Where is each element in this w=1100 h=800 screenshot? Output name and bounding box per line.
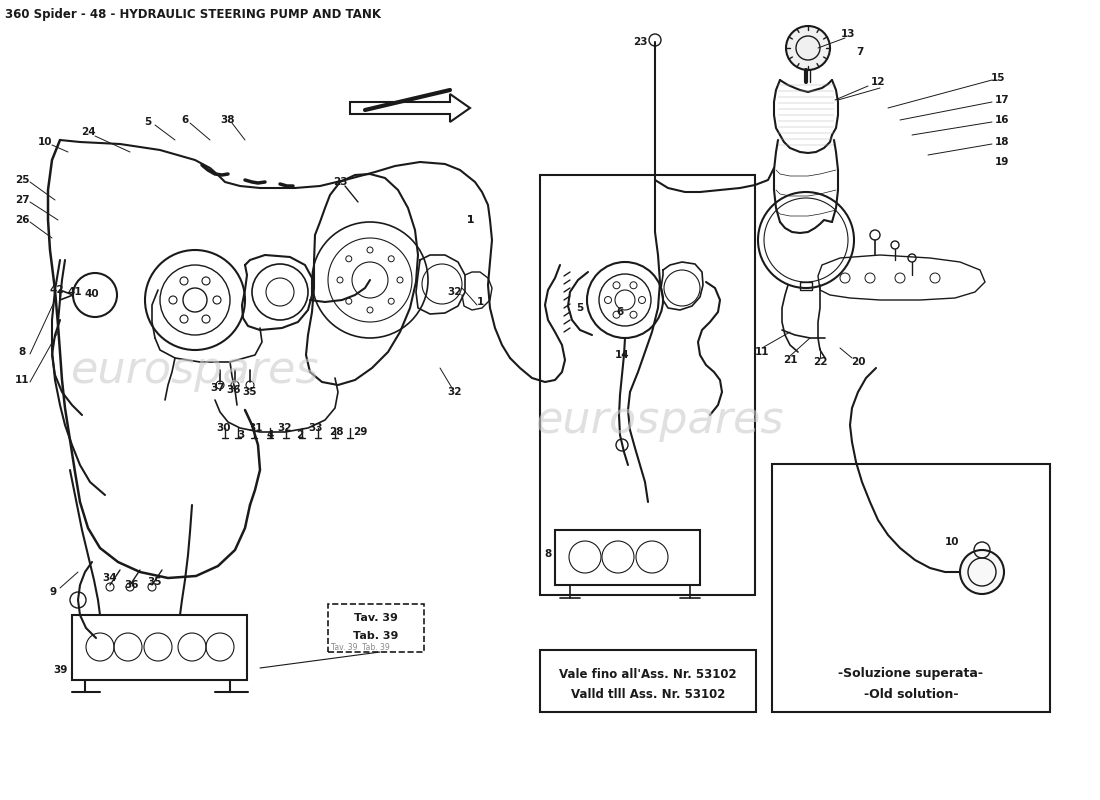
Text: 14: 14 (615, 350, 629, 360)
Text: 4: 4 (266, 430, 274, 440)
Text: 42: 42 (50, 285, 64, 295)
Text: 26: 26 (14, 215, 30, 225)
Text: 39: 39 (53, 665, 67, 675)
Text: 37: 37 (211, 383, 226, 393)
Text: 12: 12 (871, 77, 886, 87)
Bar (772, 464, 1050, 712)
Text: 11: 11 (14, 375, 30, 385)
Text: 13: 13 (840, 29, 856, 39)
Text: 32: 32 (448, 287, 462, 297)
Text: Valld tlll Ass. Nr. 53102: Valld tlll Ass. Nr. 53102 (571, 687, 725, 701)
Polygon shape (350, 94, 470, 122)
Text: 23: 23 (332, 177, 348, 187)
Bar (540, 650, 756, 712)
Text: 36: 36 (227, 385, 241, 395)
Text: 36: 36 (124, 580, 140, 590)
Text: 3: 3 (238, 430, 244, 440)
Text: 38: 38 (221, 115, 235, 125)
Text: 28: 28 (329, 427, 343, 437)
Text: 6: 6 (616, 307, 624, 317)
Text: 21: 21 (783, 355, 798, 365)
Text: 7: 7 (856, 47, 864, 57)
Text: 32: 32 (448, 387, 462, 397)
Text: 17: 17 (994, 95, 1010, 105)
Bar (556, 530, 700, 585)
Text: eurospares: eurospares (70, 349, 319, 391)
Text: 23: 23 (632, 37, 647, 47)
Text: Tab. 39: Tab. 39 (353, 631, 398, 641)
Text: 25: 25 (14, 175, 30, 185)
Text: 34: 34 (102, 573, 118, 583)
Text: 8: 8 (19, 347, 25, 357)
Text: 6: 6 (182, 115, 188, 125)
Text: 40: 40 (85, 289, 99, 299)
Text: 1: 1 (466, 215, 474, 225)
Text: 5: 5 (144, 117, 152, 127)
Text: -Soluzione superata-: -Soluzione superata- (838, 667, 983, 681)
Circle shape (786, 26, 830, 70)
Bar (540, 175, 755, 595)
Bar (72, 615, 248, 680)
Text: 31: 31 (249, 423, 263, 433)
Text: Vale fino all'Ass. Nr. 53102: Vale fino all'Ass. Nr. 53102 (559, 667, 737, 681)
Text: 360 Spider - 48 - HYDRAULIC STEERING PUMP AND TANK: 360 Spider - 48 - HYDRAULIC STEERING PUM… (6, 8, 381, 21)
Text: 29: 29 (353, 427, 367, 437)
Text: 33: 33 (309, 423, 323, 433)
Text: 5: 5 (576, 303, 584, 313)
Text: 30: 30 (217, 423, 231, 433)
Circle shape (960, 550, 1004, 594)
Text: Tav. 39: Tav. 39 (354, 613, 398, 623)
Text: 16: 16 (994, 115, 1010, 125)
Text: 32: 32 (277, 423, 293, 433)
Text: 10: 10 (37, 137, 53, 147)
Text: 9: 9 (50, 587, 56, 597)
Text: 35: 35 (243, 387, 257, 397)
Text: 1: 1 (476, 297, 484, 307)
Text: 35: 35 (147, 577, 163, 587)
Text: 22: 22 (813, 357, 827, 367)
Text: 8: 8 (544, 549, 551, 559)
Bar (800, 282, 812, 290)
Text: Tav. 39  Tab. 39: Tav. 39 Tab. 39 (331, 643, 389, 653)
Text: 1: 1 (466, 215, 474, 225)
Text: 41: 41 (68, 287, 82, 297)
Text: 24: 24 (80, 127, 96, 137)
Text: 10: 10 (945, 537, 959, 547)
Text: 2: 2 (296, 430, 304, 440)
Text: 20: 20 (850, 357, 866, 367)
Text: 11: 11 (755, 347, 769, 357)
Bar (328, 604, 424, 652)
Text: -Old solution-: -Old solution- (864, 687, 958, 701)
Text: eurospares: eurospares (536, 398, 784, 442)
Text: 19: 19 (994, 157, 1009, 167)
Text: 27: 27 (14, 195, 30, 205)
Text: 18: 18 (994, 137, 1010, 147)
Text: 15: 15 (991, 73, 1005, 83)
